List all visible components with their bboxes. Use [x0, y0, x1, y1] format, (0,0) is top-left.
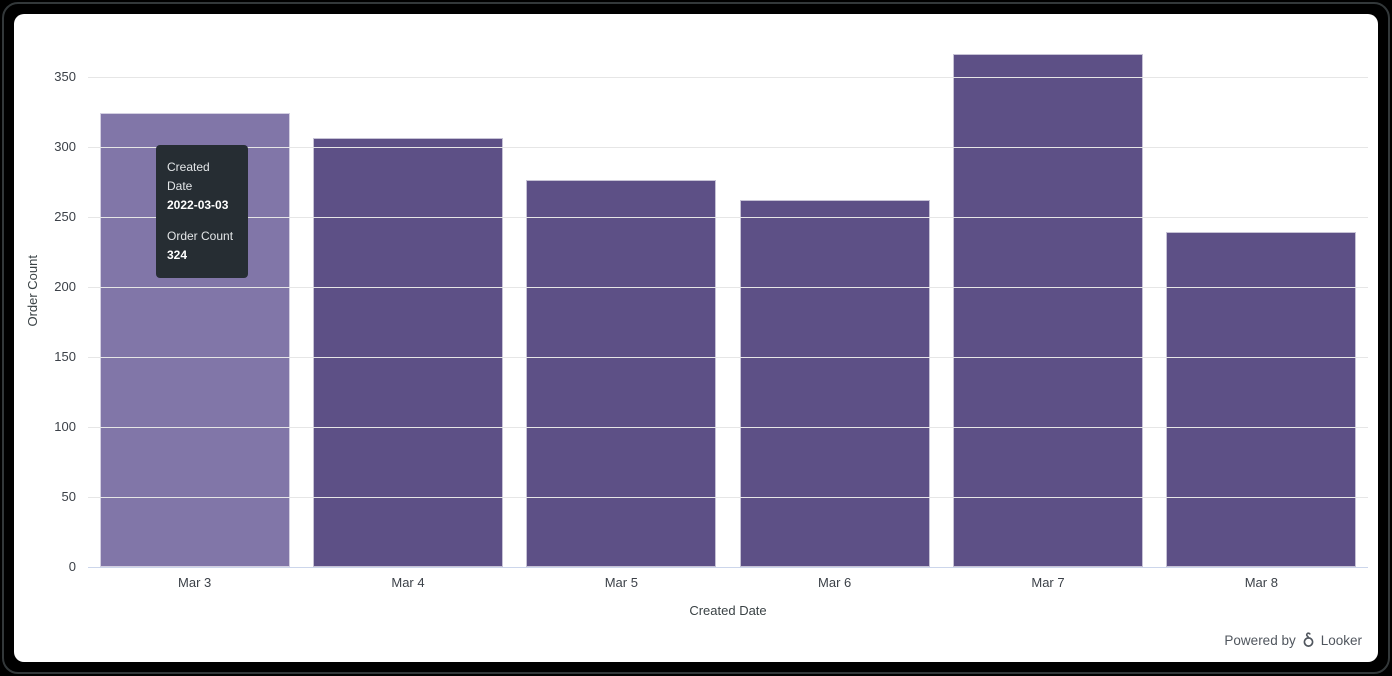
gridline-150: [88, 356, 1368, 358]
y-tick-label-50: 50: [61, 488, 76, 504]
y-tick-label-150: 150: [54, 348, 76, 364]
bar-slot-mar-6: [728, 14, 941, 567]
tooltip-dimension-label: Created Date: [167, 160, 210, 193]
x-axis-title: Created Date: [689, 603, 767, 618]
gridline-200: [88, 286, 1368, 288]
bar-slot-mar-7: [941, 14, 1154, 567]
y-tick-label-300: 300: [54, 138, 76, 154]
tooltip-measure-label: Order Count: [167, 229, 234, 243]
powered-by-text: Powered by: [1224, 632, 1296, 648]
bar-mar-6[interactable]: [739, 199, 930, 567]
gridline-100: [88, 426, 1368, 428]
gridline-300: [88, 146, 1368, 148]
bar-mar-8[interactable]: [1166, 232, 1357, 567]
bar-slot-mar-4: [301, 14, 514, 567]
y-tick-label-100: 100: [54, 418, 76, 434]
x-tick-label-mar-6: Mar 6: [818, 575, 852, 590]
x-tick-label-mar-5: Mar 5: [604, 575, 638, 590]
powered-by-looker-link[interactable]: Powered by Looker: [1224, 631, 1362, 649]
y-tick-label-250: 250: [54, 208, 76, 224]
gridline-50: [88, 496, 1368, 498]
y-tick-label-350: 350: [54, 68, 76, 84]
y-tick-label-200: 200: [54, 278, 76, 294]
looker-brand-text: Looker: [1320, 632, 1362, 648]
tooltip-measure-value: 324: [167, 248, 188, 262]
bar-slot-mar-5: [515, 14, 728, 567]
gridline-350: [88, 76, 1368, 78]
bar-slots: [88, 14, 1368, 567]
tooltip: Created Date 2022-03-03 Order Count 324: [156, 145, 248, 278]
x-axis-labels: Mar 3 Mar 4 Mar 5 Mar 6 Mar 7 Mar 8: [88, 574, 1368, 592]
tooltip-spacer: [167, 215, 237, 227]
x-axis-line: [88, 567, 1368, 568]
x-tick-label-mar-4: Mar 4: [391, 575, 425, 590]
x-tick-label-mar-3: Mar 3: [178, 575, 212, 590]
bar-slot-mar-8: [1155, 14, 1368, 567]
y-axis-title: Order Count: [24, 255, 40, 327]
y-axis-title-wrap: Order Count: [18, 14, 46, 568]
bar-mar-4[interactable]: [312, 138, 503, 567]
x-tick-label-mar-8: Mar 8: [1244, 575, 1278, 590]
bar-slot-mar-3: [88, 14, 301, 567]
tooltip-dimension-value: 2022-03-03: [167, 198, 229, 212]
bar-mar-7[interactable]: [952, 54, 1143, 567]
x-tick-label-mar-7: Mar 7: [1031, 575, 1065, 590]
bar-mar-5[interactable]: [526, 180, 717, 567]
plot-area: 0 50 100 150 200 250 300 350: [54, 14, 1368, 574]
looker-logo-icon: [1300, 631, 1317, 649]
y-tick-label-0: 0: [68, 559, 76, 574]
gridline-250: [88, 216, 1368, 218]
